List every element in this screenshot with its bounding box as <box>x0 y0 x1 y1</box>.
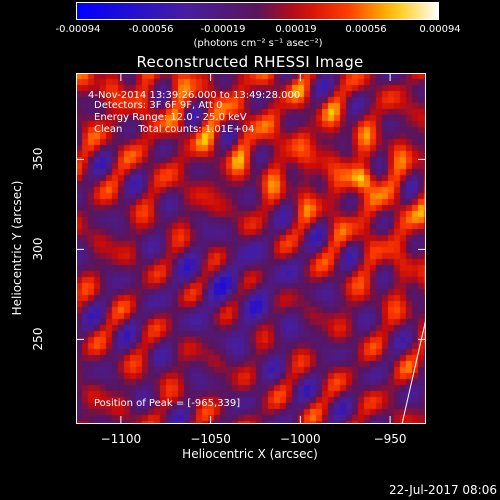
plot-overlay <box>401 318 426 424</box>
colorbar-tick: -0.00094 <box>55 24 101 35</box>
time-range-label: 4-Nov-2014 13:39:26.000 to 13:49:28.000 <box>88 90 301 101</box>
energy-label: Energy Range: 12.0 - 25.0 keV <box>94 112 247 123</box>
clean-counts-label: Clean Total counts: 1.01E+04 <box>94 124 255 135</box>
y-tick-label: 250 <box>31 327 45 351</box>
colorbar-tick: 0.00019 <box>275 24 317 35</box>
detectors-label: Detectors: 3F 6F 9F, Att 0 <box>94 100 223 111</box>
y-axis-label: Heliocentric Y (arcsec) <box>10 180 24 316</box>
x-tick-label: −1100 <box>100 432 142 446</box>
colorbar-tick: 0.00056 <box>345 24 387 35</box>
colorbar-units: (photons cm⁻² s⁻¹ asec⁻²) <box>193 38 323 49</box>
y-tick-label: 350 <box>31 147 45 171</box>
chart-title: Reconstructed RHESSI Image <box>136 53 364 71</box>
solar-limb-line <box>401 318 426 424</box>
plot-area: 4-Nov-2014 13:39:26.000 to 13:49:28.000 … <box>76 73 426 424</box>
y-tick-label: 300 <box>31 237 45 261</box>
x-tick-label: −1000 <box>280 432 321 446</box>
x-axis-label: Heliocentric X (arcsec) <box>182 447 318 461</box>
x-tick-label: −1050 <box>190 432 231 446</box>
colorbar <box>76 2 439 20</box>
peak-position-label: Position of Peak = [-965,339] <box>94 398 241 409</box>
colorbar-tick: -0.00019 <box>200 24 246 35</box>
heatmap-image <box>76 73 426 424</box>
footer-date: 22-Jul-2017 08:06 <box>388 483 497 497</box>
colorbar-tick: 0.00094 <box>419 24 461 35</box>
colorbar-tick: -0.00056 <box>128 24 174 35</box>
x-tick-label: −950 <box>373 432 407 446</box>
